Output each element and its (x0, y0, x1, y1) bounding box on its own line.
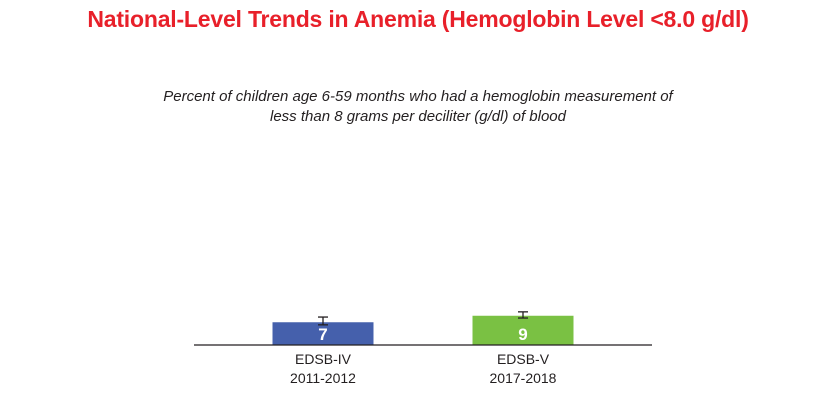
x-tick-label-2-line-1: EDSB-V (497, 351, 550, 367)
page-title: National-Level Trends in Anemia (Hemoglo… (87, 6, 749, 32)
x-tick-label-1-line-2: 2011-2012 (290, 370, 356, 386)
bar-1 (272, 322, 374, 345)
subtitle-line-2: less than 8 grams per deciliter (g/dl) o… (270, 108, 566, 125)
data-label-2: 9 (518, 325, 527, 344)
chart-subtitle: Percent of children age 6-59 months who … (118, 87, 718, 127)
bar-2 (472, 315, 574, 345)
subtitle-line-1: Percent of children age 6-59 months who … (163, 88, 673, 105)
x-tick-label-1-line-1: EDSB-IV (295, 351, 352, 367)
x-tick-label-2-line-2: 2017-2018 (490, 370, 557, 386)
data-label-1: 7 (318, 325, 327, 344)
